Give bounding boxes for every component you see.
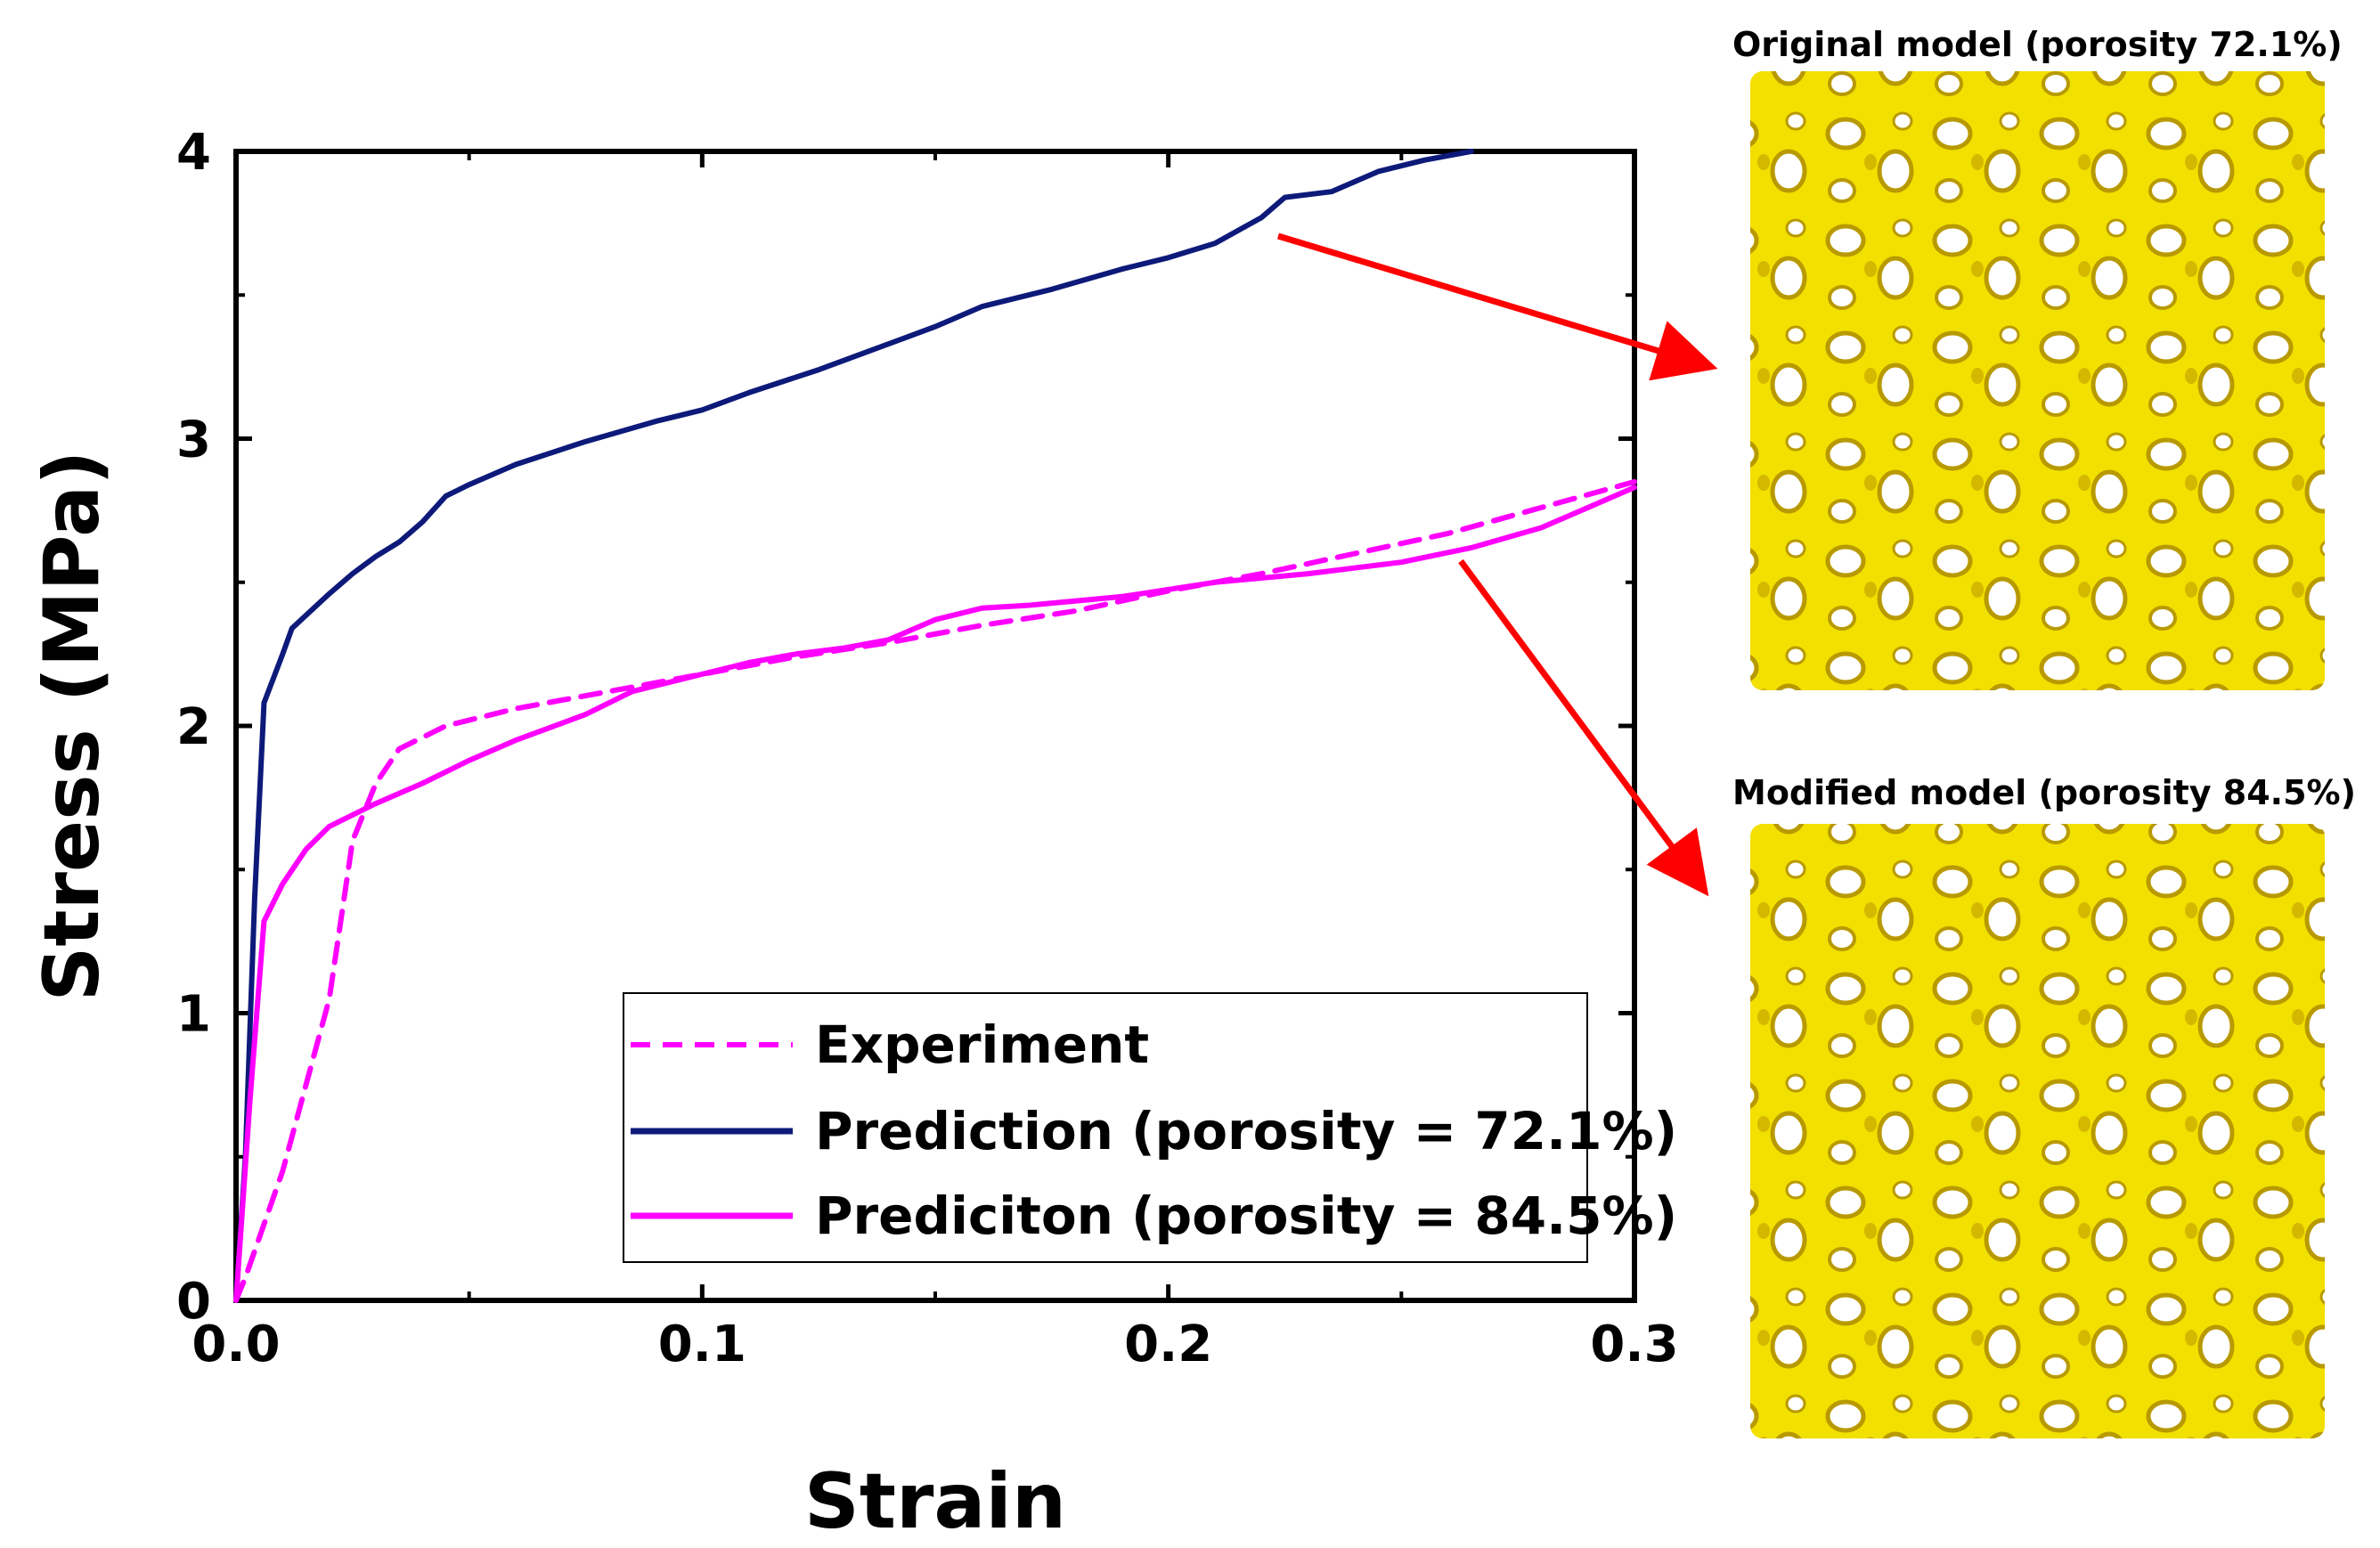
- x-tick-label: 0.2: [1124, 1316, 1212, 1373]
- legend: Experiment Prediction (porosity = 72.1%)…: [623, 992, 1677, 1263]
- arrow-to-original-model: [1276, 232, 1718, 381]
- original-model-title: Original model (porosity 72.1%): [1732, 25, 2343, 64]
- series-line-prediction-84: [233, 485, 1637, 1303]
- modified-model-title: Modified model (porosity 84.5%): [1732, 773, 2356, 812]
- arrow-to-modified-model: [1458, 558, 1709, 897]
- modified-model-image: [1750, 824, 2325, 1438]
- plot-area: 0 1 2 3 4 0.0 0.1 0.2 0.3: [176, 124, 1679, 1373]
- y-axis-label: Stress (MPa): [28, 450, 117, 1001]
- y-tick-label: 2: [176, 698, 211, 756]
- y-axis-ticks: 0 1 2 3 4: [176, 124, 1634, 1331]
- series-line-experiment: [233, 478, 1637, 1303]
- original-model-panel: Original model (porosity 72.1%): [1732, 25, 2343, 690]
- series-layer: [233, 149, 1637, 1303]
- legend-label-prediction-72: Prediction (porosity = 72.1%): [815, 1101, 1677, 1161]
- original-model-image: [1750, 71, 2325, 690]
- legend-label-prediction-84: Prediciton (porosity = 84.5%): [815, 1185, 1677, 1246]
- legend-label-experiment: Experiment: [815, 1014, 1149, 1075]
- x-tick-label: 0.1: [658, 1316, 746, 1373]
- y-tick-label: 1: [176, 986, 211, 1044]
- y-tick-label: 0: [176, 1273, 211, 1331]
- x-axis-label: Strain: [804, 1457, 1066, 1546]
- y-tick-label: 4: [176, 124, 211, 182]
- modified-model-panel: Modified model (porosity 84.5%): [1732, 773, 2356, 1438]
- x-axis-ticks: 0.0 0.1 0.2 0.3: [192, 151, 1679, 1373]
- y-tick-label: 3: [176, 411, 211, 469]
- x-tick-label: 0.0: [192, 1316, 280, 1373]
- series-line-prediction-72: [233, 149, 1474, 1303]
- x-tick-label: 0.3: [1590, 1316, 1678, 1373]
